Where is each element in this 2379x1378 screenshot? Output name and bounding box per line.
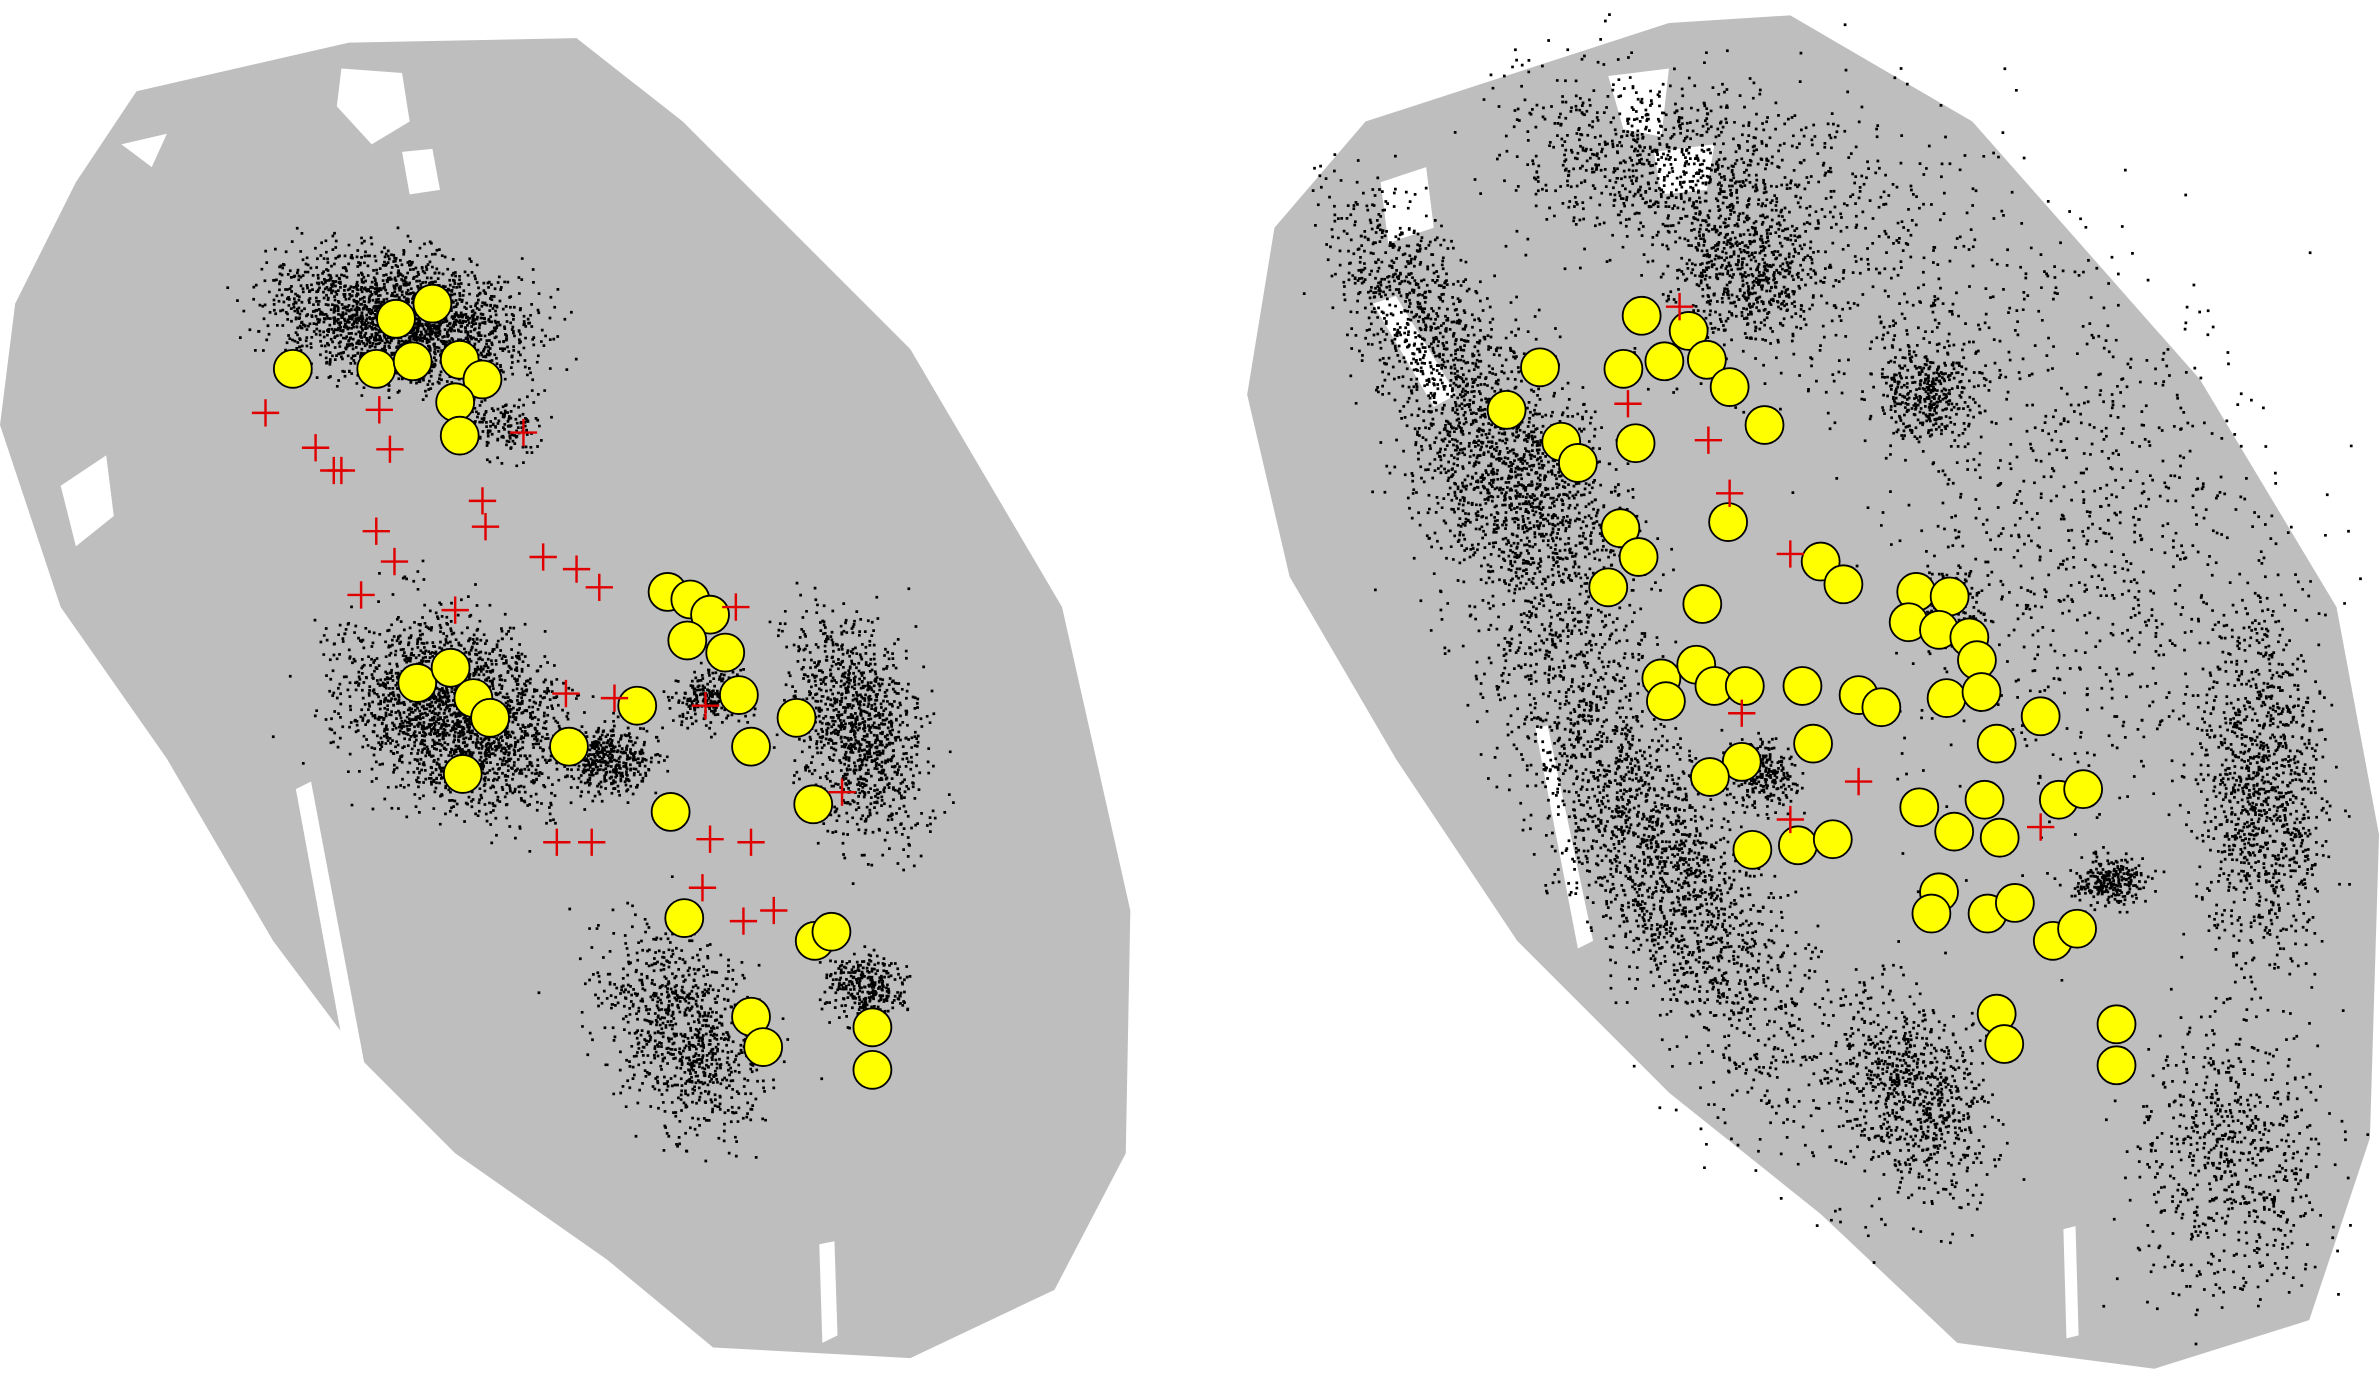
figure [0, 0, 2379, 1378]
cell [436, 383, 474, 421]
cell [1647, 682, 1685, 720]
cell [274, 350, 312, 388]
cell [1794, 725, 1832, 763]
cell [778, 699, 816, 737]
cell [744, 1028, 782, 1066]
cell [1604, 350, 1642, 388]
cell [1935, 813, 1973, 851]
cell [1726, 667, 1764, 705]
cell [2058, 910, 2096, 948]
cell [794, 785, 832, 823]
cell [853, 1051, 891, 1089]
cell [398, 664, 436, 702]
cell [1589, 568, 1627, 606]
cell [706, 634, 744, 672]
cell [853, 1008, 891, 1046]
cell [441, 417, 479, 455]
cell [1645, 342, 1683, 380]
cell [444, 755, 482, 793]
cell [394, 342, 432, 380]
cell [1691, 758, 1729, 796]
cell [1814, 820, 1852, 858]
cell [1978, 725, 2016, 763]
cell [1981, 819, 2019, 857]
cell [413, 285, 451, 323]
cell [1996, 884, 2034, 922]
cell [1783, 667, 1821, 705]
cell [1963, 673, 2001, 711]
cell [1620, 538, 1658, 576]
cell [2098, 1005, 2136, 1043]
cell [1521, 348, 1559, 386]
cell [812, 913, 850, 951]
cell [652, 793, 690, 831]
cell [1711, 368, 1749, 406]
cell [1985, 1025, 2023, 1063]
cell [1488, 391, 1526, 429]
cell [1912, 895, 1950, 933]
cell [1617, 424, 1655, 462]
gap [819, 1241, 837, 1343]
cell [732, 728, 770, 766]
cell [550, 728, 588, 766]
page: {} html, body { margin: 0; padding: 0; b… [0, 0, 2379, 1378]
cell [618, 687, 656, 725]
cell [1623, 297, 1661, 335]
cell [668, 621, 706, 659]
cell [1928, 679, 1966, 717]
cell [1746, 406, 1784, 444]
cell [720, 676, 758, 714]
cell [471, 699, 509, 737]
cell [665, 899, 703, 937]
cell [1683, 585, 1721, 623]
cell [1733, 831, 1771, 869]
cell [377, 300, 415, 338]
body: (() => { const NS = 'http://www.w3.org/2… [0, 0, 2379, 1378]
cell [1900, 788, 1938, 826]
cell [357, 350, 395, 388]
cell [1824, 565, 1862, 603]
cell [1779, 826, 1817, 864]
cell [2022, 697, 2060, 735]
cell [1966, 781, 2004, 819]
cell [1559, 444, 1597, 482]
cell [1931, 577, 1969, 615]
cell [2064, 770, 2102, 808]
cell [2098, 1046, 2136, 1084]
cell [1862, 688, 1900, 726]
cell [1709, 503, 1747, 541]
